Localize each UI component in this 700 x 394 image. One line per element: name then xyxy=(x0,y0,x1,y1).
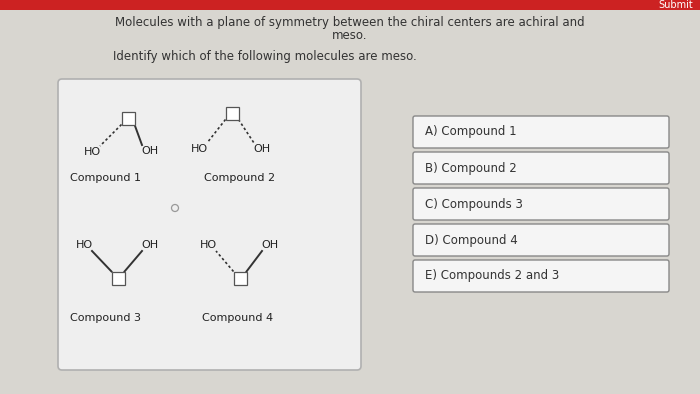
Text: OH: OH xyxy=(253,144,271,154)
Text: Compound 2: Compound 2 xyxy=(204,173,276,183)
Text: HO: HO xyxy=(83,147,101,157)
Text: E) Compounds 2 and 3: E) Compounds 2 and 3 xyxy=(425,269,559,282)
Text: D) Compound 4: D) Compound 4 xyxy=(425,234,518,247)
Text: HO: HO xyxy=(76,240,92,250)
Text: Compound 4: Compound 4 xyxy=(202,313,274,323)
Text: Identify which of the following molecules are meso.: Identify which of the following molecule… xyxy=(113,50,417,63)
Text: Compound 3: Compound 3 xyxy=(71,313,141,323)
FancyBboxPatch shape xyxy=(413,152,669,184)
Text: B) Compound 2: B) Compound 2 xyxy=(425,162,517,175)
Text: C) Compounds 3: C) Compounds 3 xyxy=(425,197,523,210)
Text: meso.: meso. xyxy=(332,29,368,42)
FancyBboxPatch shape xyxy=(413,188,669,220)
Bar xyxy=(111,271,125,284)
Bar xyxy=(225,106,239,119)
Text: HO: HO xyxy=(199,240,216,250)
FancyBboxPatch shape xyxy=(58,79,361,370)
Text: Molecules with a plane of symmetry between the chiral centers are achiral and: Molecules with a plane of symmetry betwe… xyxy=(116,16,584,29)
Bar xyxy=(122,112,134,125)
Text: A) Compound 1: A) Compound 1 xyxy=(425,126,517,139)
Text: HO: HO xyxy=(190,144,208,154)
FancyBboxPatch shape xyxy=(413,260,669,292)
Text: Compound 1: Compound 1 xyxy=(71,173,141,183)
Text: OH: OH xyxy=(141,240,159,250)
Text: OH: OH xyxy=(261,240,279,250)
FancyBboxPatch shape xyxy=(413,224,669,256)
Text: Submit: Submit xyxy=(658,0,693,10)
Bar xyxy=(0,0,700,10)
Text: OH: OH xyxy=(141,146,159,156)
Bar xyxy=(234,271,246,284)
FancyBboxPatch shape xyxy=(413,116,669,148)
